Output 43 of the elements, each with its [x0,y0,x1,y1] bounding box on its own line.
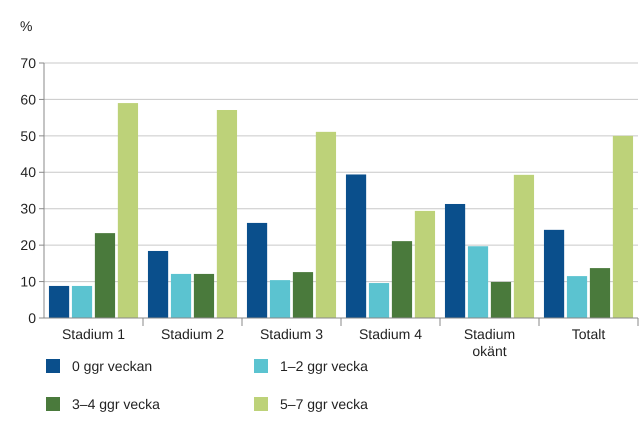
y-tick-label: 60 [20,91,36,108]
bar [148,250,168,318]
bar [392,241,412,318]
y-tick-label: 0 [28,310,36,326]
legend-label: 3–4 ggr vecka [72,396,160,412]
x-tick-label: Stadium 3 [260,326,324,342]
bar [246,222,268,318]
bar [612,136,634,318]
bar [72,286,92,318]
y-tick-label: 40 [20,164,36,180]
bar [368,283,390,318]
y-tick-label: 20 [20,237,36,254]
legend-label: 1–2 ggr vecka [280,358,368,374]
bar [444,204,466,318]
bar [590,268,610,318]
bar [346,174,366,318]
y-axis-title: % [20,18,32,34]
y-tick-label: 10 [20,273,36,290]
bar [566,276,588,318]
bar [514,174,534,318]
legend-label: 5–7 ggr vecka [280,396,368,412]
x-tick-label: Stadium okänt [464,326,516,359]
bar [194,274,214,318]
bar [118,103,138,318]
bar [414,210,436,318]
legend-label: 0 ggr veckan [72,358,152,374]
bar [292,272,314,318]
bar [94,233,116,318]
x-tick-label: Stadium 4 [358,326,422,342]
y-tick-label: 50 [20,128,36,144]
x-tick-label: Stadium 2 [160,326,224,342]
bar [490,282,512,318]
x-tick-label: Totalt [572,326,606,342]
bar [270,280,290,318]
y-tick-label: 70 [20,54,36,71]
bar [468,246,488,318]
bar [170,274,192,318]
x-tick-label: Stadium 1 [62,326,126,342]
bar [316,132,336,318]
bar [544,230,564,318]
bar [48,286,70,318]
bar [216,110,238,318]
y-tick-label: 30 [20,200,36,217]
